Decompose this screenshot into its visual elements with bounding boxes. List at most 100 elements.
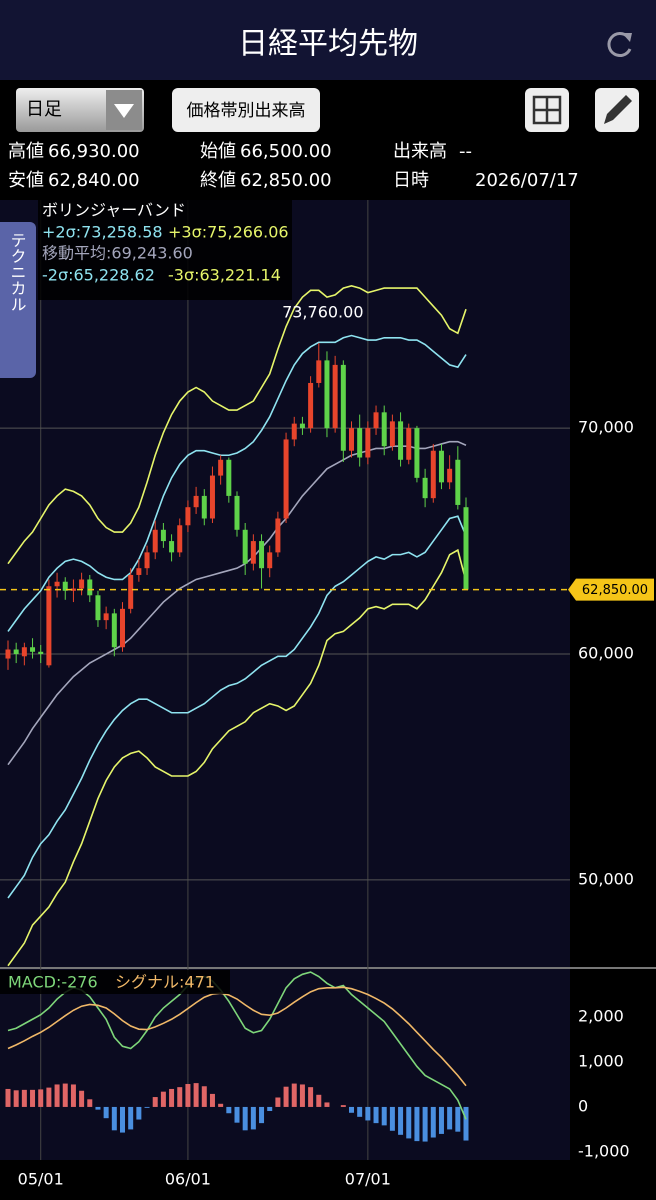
histogram-bar (103, 1106, 109, 1119)
price-tag (568, 578, 654, 601)
histogram-bar (316, 1094, 322, 1107)
candle-body (46, 586, 52, 666)
candle-body (308, 382, 314, 429)
band-line (7, 515, 467, 899)
candle-body (250, 541, 256, 564)
header-bar (0, 0, 656, 80)
candle-body (447, 468, 453, 483)
band-line (7, 334, 467, 632)
legend-entry: +2σ:73,258.58 (42, 223, 163, 242)
dropdown-arrow (114, 104, 134, 118)
candle-body (381, 412, 387, 447)
candle-body (259, 541, 265, 569)
histogram-bar (299, 1084, 305, 1107)
x-tick-label: 07/01 (345, 1170, 391, 1189)
y-tick-label: 1,000 (578, 1051, 624, 1070)
histogram-bar (120, 1106, 125, 1133)
histogram-bar (463, 1106, 469, 1141)
histogram-bar (406, 1106, 412, 1139)
candle-body (62, 581, 68, 591)
histogram-bar (389, 1106, 395, 1131)
histogram-bar (422, 1106, 428, 1142)
y-tick-label: 50,000 (578, 869, 634, 888)
candle-body (226, 459, 232, 496)
histogram-bar (13, 1090, 19, 1107)
button-box (172, 88, 320, 132)
info-value: 66,930.00 (48, 141, 140, 162)
histogram-bar (381, 1106, 387, 1126)
histogram-bar (169, 1088, 175, 1107)
volume-button[interactable]: 価格帯別出来高 (172, 88, 320, 132)
candle-body (193, 495, 199, 508)
candle-body (349, 428, 354, 451)
legend-entry: 移動平均:69,243.60 (42, 244, 193, 263)
histogram-bar (447, 1106, 453, 1130)
histogram-bar (275, 1097, 281, 1107)
candle-body (283, 439, 289, 519)
band-line (7, 440, 467, 766)
histogram-bar (349, 1106, 354, 1113)
candle-body (185, 507, 191, 526)
header-title: 日経平均先物 (238, 27, 418, 62)
histogram-bar (242, 1106, 248, 1131)
histogram-bar (70, 1084, 76, 1107)
refresh-icon (607, 32, 632, 57)
histogram-bar (136, 1106, 142, 1120)
histogram-bar (185, 1084, 191, 1107)
histogram-bar (373, 1106, 379, 1124)
info-label: 出来高 (393, 141, 447, 162)
candle-body (398, 421, 404, 460)
candle-body (455, 459, 461, 505)
draw-button[interactable] (595, 88, 639, 132)
candle-body (365, 428, 371, 458)
histogram-bar (201, 1086, 207, 1107)
dropdown-label: 日足 (26, 99, 62, 120)
candle-body (389, 421, 395, 447)
refresh-button[interactable] (607, 32, 632, 57)
candle-body (234, 495, 240, 530)
histogram-bar (87, 1099, 93, 1107)
technical-tab[interactable]: テクニカル (0, 222, 36, 378)
candle-body (111, 613, 117, 648)
y-tick-label: 60,000 (578, 644, 634, 663)
candle-body (79, 579, 85, 589)
layout-button[interactable] (525, 88, 569, 132)
button-label: 価格帯別出来高 (187, 101, 306, 121)
macd-plot-area (0, 968, 570, 1160)
band-line (7, 548, 467, 967)
candle-body (267, 552, 273, 569)
info-label: 終値 (200, 170, 236, 191)
y-tick-label: -1,000 (578, 1141, 630, 1160)
candle-body (332, 364, 338, 429)
histogram-bar (308, 1087, 314, 1107)
pen-icon (604, 95, 632, 124)
histogram-bar (79, 1090, 85, 1107)
candle-body (136, 568, 142, 575)
band-line (7, 285, 467, 565)
histogram-bar (128, 1106, 134, 1130)
candle-body (299, 423, 305, 429)
tab-box (0, 222, 36, 378)
candle-body (201, 495, 207, 519)
grid-icon-lines (534, 97, 560, 123)
candle-body (128, 574, 134, 609)
histogram-bar (95, 1106, 101, 1110)
info-label: 日時 (393, 170, 429, 191)
x-tick-label: 05/01 (18, 1170, 64, 1189)
legend-entry: -2σ:65,228.62 (42, 266, 155, 285)
candle-body (54, 581, 60, 587)
histogram-bar (209, 1093, 215, 1107)
candle-body (357, 428, 363, 458)
histogram-bar (226, 1106, 232, 1114)
histogram-bar (177, 1087, 183, 1107)
histogram-bar (234, 1106, 240, 1123)
y-tick-label: 70,000 (578, 418, 634, 437)
period-dropdown[interactable]: 日足 (16, 88, 144, 132)
price-tag-label: 62,850.00 (582, 583, 648, 598)
candle-body (5, 649, 11, 659)
histogram-bar (218, 1103, 224, 1107)
histogram-bar (54, 1084, 60, 1107)
macd-line (7, 986, 467, 1087)
